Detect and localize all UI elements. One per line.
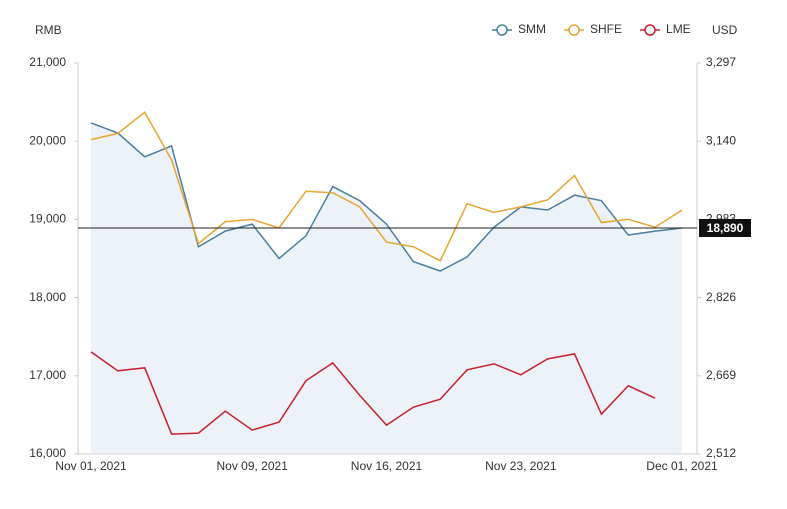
y-tick-label: 18,000 (29, 290, 66, 304)
y-tick-label: 17,000 (29, 368, 66, 382)
reference-label: 18,890 (707, 221, 744, 235)
y2-tick-label: 2,826 (706, 290, 736, 304)
x-tick-label: Nov 01, 2021 (55, 459, 127, 473)
legend-marker (496, 24, 508, 36)
y-tick-label: 21,000 (29, 55, 66, 69)
x-tick-label: Nov 23, 2021 (485, 459, 557, 473)
y2-tick-label: 2,669 (706, 368, 736, 382)
y2-tick-label: 3,297 (706, 55, 736, 69)
reference-label-box (699, 219, 751, 238)
line (90, 111, 683, 262)
y-tick-label: 16,000 (29, 446, 66, 460)
y-tick-label: 20,000 (29, 133, 66, 147)
y2-tick-label: 3,140 (706, 133, 736, 147)
x-tick-label: Nov 16, 2021 (351, 459, 423, 473)
y-axis-label: RMB (35, 23, 62, 37)
line (90, 122, 683, 272)
x-tick-label: Dec 01, 2021 (646, 459, 718, 473)
legend-label: SMM (518, 22, 546, 36)
y2-tick-label: 2,512 (706, 446, 736, 460)
y2-axis-label: USD (712, 23, 738, 37)
x-tick-label: Nov 09, 2021 (216, 459, 288, 473)
line (90, 351, 656, 435)
legend-label: SHFE (590, 22, 622, 36)
y-tick-label: 19,000 (29, 212, 66, 226)
legend-marker (568, 24, 580, 36)
legend-label: LME (666, 22, 691, 36)
area (91, 122, 682, 454)
legend-marker (644, 24, 656, 36)
